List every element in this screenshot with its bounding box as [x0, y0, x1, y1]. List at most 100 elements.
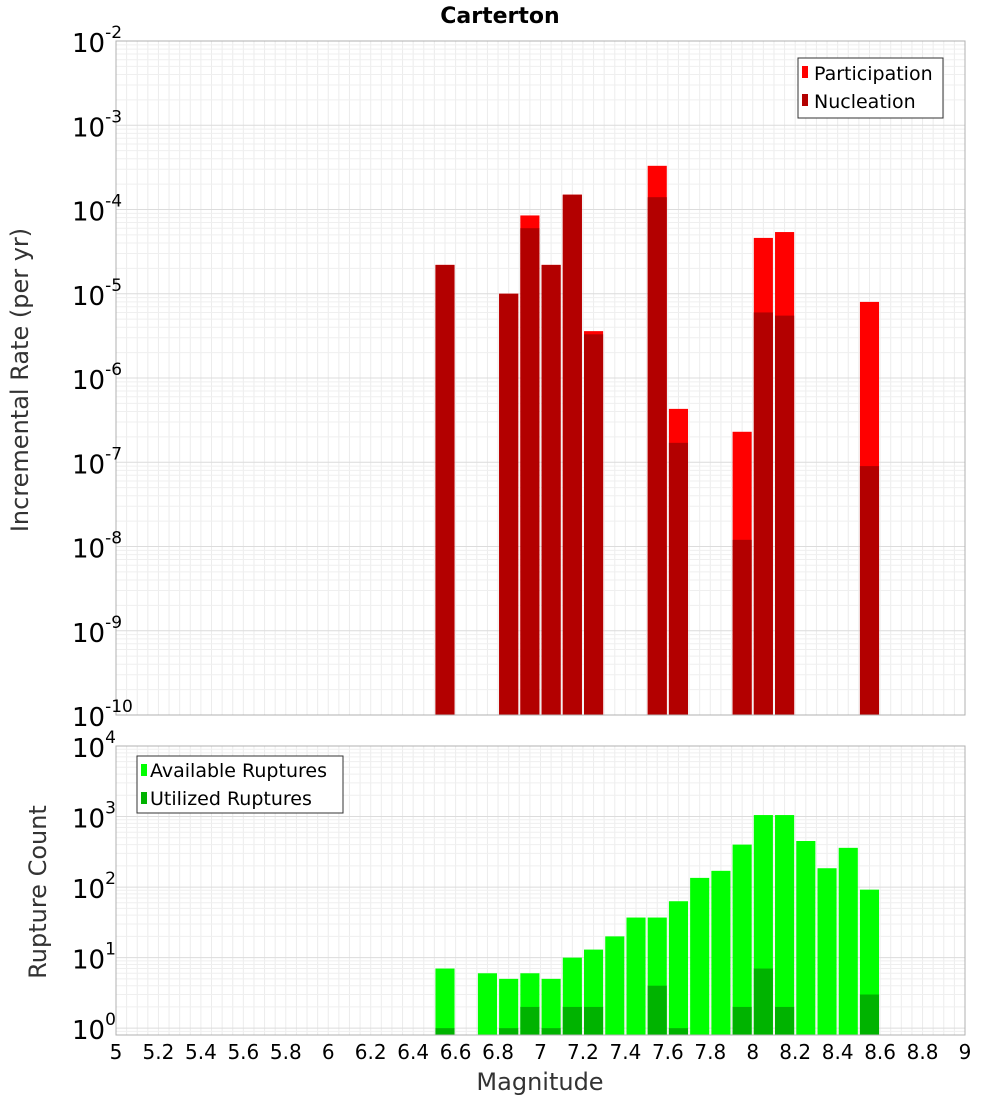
count-bar-utilized-ruptures [859, 994, 880, 1035]
rate-y-tick-label: 10-8 [72, 529, 122, 565]
count-y-tick-exponent: 0 [105, 1010, 116, 1030]
count-bar-utilized-ruptures [541, 1028, 561, 1035]
legend-swatch-participation [802, 66, 808, 78]
rate-y-tick-label: 10-5 [72, 276, 122, 312]
rate-y-tick-exponent: -5 [105, 276, 122, 296]
x-tick-label: 6.2 [355, 1040, 387, 1064]
legend-label-nucleation: Nucleation [814, 91, 916, 113]
rate-bar-nucleation [775, 315, 795, 715]
x-tick-label: 9 [959, 1040, 972, 1064]
rate-y-tick-exponent: -4 [105, 192, 122, 212]
chart-title: Carterton [440, 4, 559, 29]
rate-y-tick-exponent: -6 [105, 360, 122, 380]
legend-label-available-ruptures: Available Ruptures [150, 760, 327, 782]
legend-swatch-utilized-ruptures [141, 792, 147, 804]
rate-y-tick-exponent: -9 [105, 613, 122, 633]
x-tick-label: 5.4 [185, 1040, 217, 1064]
x-tick-label: 8 [746, 1040, 759, 1064]
count-y-tick-exponent: 1 [105, 940, 116, 960]
legend-label-participation: Participation [814, 63, 933, 85]
bottom-legend-box [136, 755, 344, 814]
top-legend-box [797, 57, 944, 119]
count-y-tick-exponent: 4 [105, 728, 116, 748]
x-tick-label: 6 [322, 1040, 335, 1064]
rate-bar-nucleation [541, 264, 561, 715]
rate-y-tick-exponent: -8 [105, 529, 122, 549]
count-bar-available-ruptures [732, 844, 752, 1035]
x-tick-label: 6.6 [440, 1040, 472, 1064]
x-tick-label: 5.2 [143, 1040, 175, 1064]
count-bar-available-ruptures [817, 868, 837, 1035]
rate-y-tick-label: 10-2 [72, 23, 122, 59]
count-bar-utilized-ruptures [668, 1028, 689, 1035]
count-bar-available-ruptures [499, 978, 519, 1035]
rate-bar-nucleation [753, 312, 773, 715]
x-tick-label: 7.2 [567, 1040, 599, 1064]
top-y-axis-label: Incremental Rate (per yr) [6, 228, 34, 532]
count-bar-utilized-ruptures [775, 1006, 795, 1035]
count-bar-available-ruptures [668, 901, 689, 1035]
count-y-tick-label: 102 [72, 869, 116, 905]
count-bar-utilized-ruptures [499, 1028, 519, 1035]
rate-bar-nucleation [520, 228, 540, 716]
count-bar-utilized-ruptures [520, 1006, 540, 1035]
rate-y-tick-label: 10-6 [72, 360, 122, 396]
top-legend: Participation Nucleation [797, 57, 944, 119]
rate-bar-nucleation [562, 194, 582, 715]
rate-y-tick-exponent: -10 [105, 697, 133, 717]
legend-swatch-nucleation [802, 94, 808, 106]
count-bar-available-ruptures [626, 917, 646, 1035]
rate-y-tick-exponent: -7 [105, 444, 122, 464]
x-tick-label: 5 [110, 1040, 123, 1064]
rate-bar-nucleation [859, 466, 880, 715]
rate-bar-nucleation [732, 539, 752, 715]
count-bar-available-ruptures [605, 936, 625, 1035]
count-y-tick-label: 103 [72, 799, 116, 835]
bottom-y-axis-label: Rupture Count [24, 805, 52, 979]
count-bar-available-ruptures [477, 973, 497, 1035]
legend-label-utilized-ruptures: Utilized Ruptures [150, 788, 312, 810]
rate-y-tick-label: 10-9 [72, 613, 122, 649]
count-bar-available-ruptures [796, 841, 816, 1035]
legend-swatch-available-ruptures [141, 764, 147, 776]
top-plot-area [115, 40, 966, 716]
x-tick-label: 7.4 [609, 1040, 641, 1064]
count-bar-utilized-ruptures [647, 985, 667, 1035]
rate-bar-nucleation [584, 334, 604, 715]
x-tick-label: 8.6 [864, 1040, 896, 1064]
count-bar-available-ruptures [541, 978, 561, 1035]
rate-bar-nucleation [647, 197, 667, 715]
rate-y-tick-label: 10-7 [72, 444, 122, 480]
bottom-plot-area [115, 745, 966, 1036]
x-tick-label: 5.8 [270, 1040, 302, 1064]
count-bar-utilized-ruptures [753, 968, 773, 1035]
count-y-tick-exponent: 2 [105, 869, 116, 889]
count-y-tick-exponent: 3 [105, 799, 116, 819]
count-bar-utilized-ruptures [562, 1006, 582, 1035]
count-bar-available-ruptures [435, 968, 455, 1035]
count-bar-utilized-ruptures [732, 1006, 752, 1035]
x-tick-label: 8.8 [907, 1040, 939, 1064]
count-y-tick-label: 101 [72, 940, 116, 976]
count-bar-available-ruptures [838, 847, 858, 1035]
rate-y-tick-exponent: -2 [105, 23, 122, 43]
rate-y-tick-exponent: -3 [105, 107, 122, 127]
x-tick-label: 7.6 [652, 1040, 684, 1064]
bottom-legend: Available Ruptures Utilized Ruptures [136, 755, 344, 814]
x-tick-label: 5.6 [227, 1040, 259, 1064]
rate-y-tick-label: 10-4 [72, 192, 122, 228]
x-tick-label: 7.8 [694, 1040, 726, 1064]
x-axis-label: Magnitude [476, 1068, 603, 1096]
count-y-tick-label: 104 [72, 728, 116, 764]
rate-y-tick-label: 10-3 [72, 107, 122, 143]
x-tick-label: 8.2 [779, 1040, 811, 1064]
count-bar-utilized-ruptures [435, 1028, 455, 1035]
x-tick-label: 8.4 [822, 1040, 854, 1064]
rate-y-tick-label: 10-10 [72, 697, 133, 733]
count-bar-available-ruptures [690, 877, 710, 1035]
x-tick-label: 6.4 [397, 1040, 429, 1064]
x-tick-label: 7 [534, 1040, 547, 1064]
rate-bar-nucleation [499, 293, 519, 715]
